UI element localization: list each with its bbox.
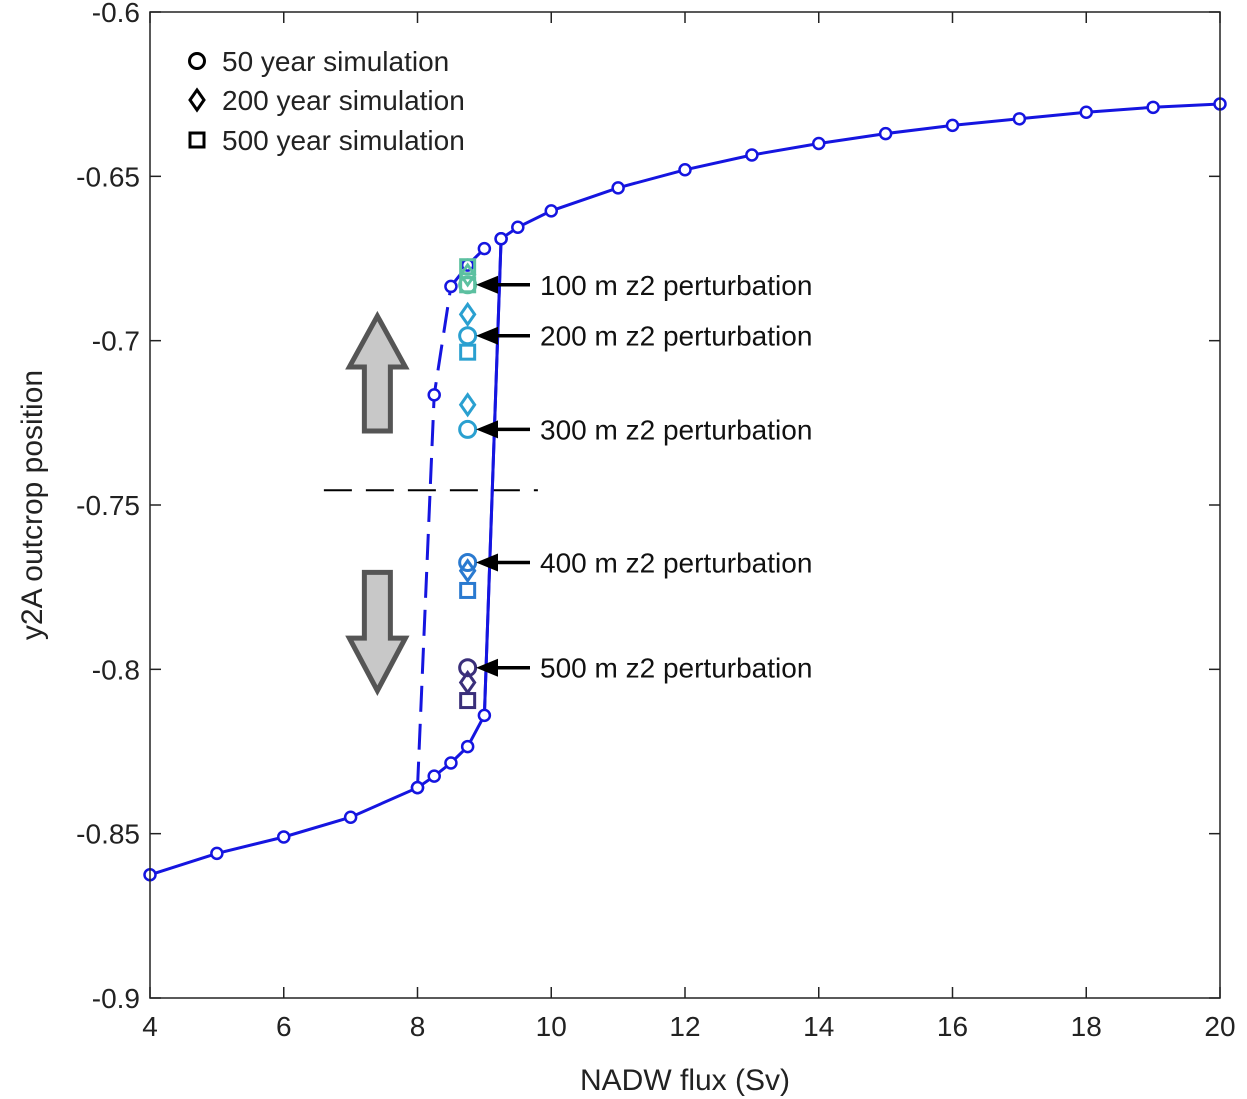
curve-point [812,136,826,151]
axes: 4 6 8 10 12 14 16 18 20 -0.6 -0.65 -0.7 -0.75 -0.8 -0.… [76,0,1235,1042]
marker-50yr [458,553,478,573]
marker-200yr [458,301,477,327]
plot-area [143,97,1227,882]
x-axis-label: NADW flux (Sv) [580,1064,790,1097]
perturbation-group [458,258,478,295]
perturbation-group [458,392,478,439]
vertical-transition-line [482,238,503,716]
annotation-arrow-head [476,326,498,345]
marker-200yr [458,262,477,288]
curve-point [511,220,525,235]
y-tick-label: -0.65 [76,161,140,192]
x-tick-label: 8 [410,1011,426,1042]
x-tick-label: 10 [536,1011,567,1042]
perturbation-group [458,301,478,361]
legend-circle-icon [188,52,206,70]
curve-point [745,148,759,162]
legend-label: 200 year simulation [222,85,465,116]
marker-500yr [459,258,477,276]
curve-point [444,279,458,294]
annotation-label: 100 m z2 perturbation [540,270,812,301]
legend-diamond-icon [188,87,206,113]
curve-point [427,388,441,402]
curve-point [343,810,358,824]
y-tick-label: -0.85 [76,819,140,850]
curve-point [611,181,625,195]
curve-point [460,739,475,754]
marker-500yr [459,581,477,599]
y-tick-label: -0.7 [92,326,140,357]
up-arrow [345,310,410,434]
legend: 50 year simulation 200 year simulation 500… [188,46,465,156]
curve-point [410,780,425,795]
marker-50yr [458,326,478,346]
marker-50yr [458,419,478,439]
curve-point [1012,112,1027,126]
curve-point [210,846,224,861]
stable-branch-line [149,102,1221,877]
annotation-label: 400 m z2 perturbation [540,548,812,579]
y-tick-label: -0.75 [76,490,140,521]
annotation-arrow-head [476,420,498,439]
annotation-label: 500 m z2 perturbation [540,653,812,684]
curve-point [494,232,508,246]
y-tick-label: -0.6 [92,0,140,28]
perturbation-group [458,553,478,599]
x-tick-label: 16 [937,1011,968,1042]
marker-200yr [458,669,477,696]
curve-point [1146,100,1160,115]
annotation-arrow-head [476,275,498,294]
curve-point [678,163,692,177]
x-tick-label: 12 [669,1011,700,1042]
curve-point [945,118,960,133]
x-tick-label: 14 [803,1011,834,1042]
curve-point [878,126,893,141]
annotation-label: 200 m z2 perturbation [540,321,812,352]
curve-point [477,708,492,723]
curve-point [477,241,492,256]
annotation-arrow-head [476,658,498,677]
annotations: 100 m z2 perturbation 200 m z2 perturbati… [476,270,812,684]
x-tick-label: 20 [1204,1011,1235,1042]
marker-50yr [458,275,478,295]
curve-point [277,830,291,844]
marker-200yr [458,392,477,418]
legend-label: 50 year simulation [222,46,449,77]
x-tick-label: 4 [142,1011,158,1042]
perturbation-group [458,658,478,710]
curve-point [444,756,458,770]
legend-square-icon [188,131,206,149]
y-tick-label: -0.9 [92,983,140,1014]
marker-50yr [458,658,478,678]
curve-point [1079,105,1093,119]
curve-point [544,204,558,218]
annotation-arrow-head [476,553,498,572]
annotation-label: 300 m z2 perturbation [540,414,812,445]
y-tick-label: -0.8 [92,654,140,685]
legend-label: 500 year simulation [222,125,465,156]
plot-frame [149,11,1221,999]
marker-500yr [459,343,477,361]
marker-500yr [459,692,477,710]
down-arrow [345,569,410,697]
curve-point [427,769,441,783]
y-axis-label: y2A outcrop position [16,370,49,640]
x-tick-label: 18 [1071,1011,1102,1042]
x-tick-label: 6 [276,1011,292,1042]
